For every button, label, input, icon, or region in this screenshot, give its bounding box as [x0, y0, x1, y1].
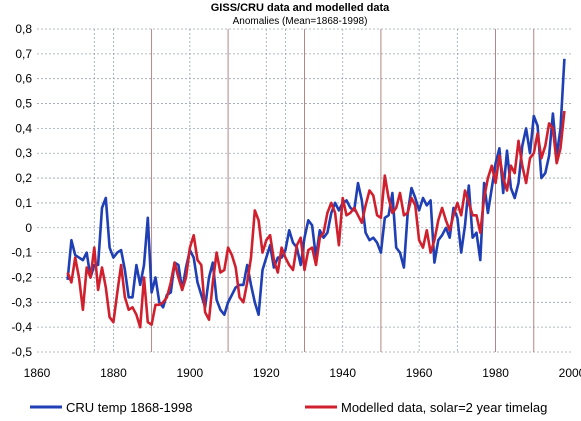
- y-tick-label: 0,5: [15, 97, 32, 111]
- series-group: [66, 58, 566, 329]
- y-tick-label: -0,5: [11, 345, 32, 359]
- legend-label-cru: CRU temp 1868-1998: [66, 400, 192, 415]
- chart-title: GISS/CRU data and modelled data: [211, 2, 390, 14]
- x-tick-label: 1900: [177, 366, 204, 380]
- x-tick-label: 1980: [482, 366, 509, 380]
- series-line-cru: [66, 58, 566, 317]
- y-tick-label: 0,1: [15, 196, 32, 210]
- y-tick-label: 0,6: [15, 72, 32, 86]
- y-tick-label: 0: [25, 221, 32, 235]
- x-tick-label: 1920: [253, 366, 280, 380]
- y-tick-label: 0,2: [15, 171, 32, 185]
- axes: -0,5 -0,4 -0,3 -0,2 -0,1 0 0,1 0,2 0,3 0,4 0,5 0,6 0…: [11, 22, 581, 380]
- x-tick-label: 1940: [329, 366, 356, 380]
- y-tick-label: 0,8: [15, 22, 32, 36]
- y-tick-label: -0,1: [11, 246, 32, 260]
- y-tick-label: 0,3: [15, 146, 32, 160]
- grid: [37, 28, 572, 353]
- y-tick-label: 0,7: [15, 47, 32, 61]
- y-tick-label: -0,2: [11, 270, 32, 284]
- x-tick-label: 1880: [100, 366, 127, 380]
- y-tick-label: -0,3: [11, 295, 32, 309]
- y-tick-label: -0,4: [11, 320, 32, 334]
- x-tick-label: 1860: [24, 366, 51, 380]
- chart-subtitle: Anomalies (Mean=1868-1998): [233, 16, 368, 27]
- x-tick-label: 2000: [559, 366, 581, 380]
- legend-label-model: Modelled data, solar=2 year timelag: [341, 400, 547, 415]
- series-line-model: [66, 110, 566, 329]
- legend: CRU temp 1868-1998 Modelled data, solar=…: [30, 400, 547, 415]
- x-tick-label: 1960: [406, 366, 433, 380]
- y-tick-label: 0,4: [15, 121, 32, 135]
